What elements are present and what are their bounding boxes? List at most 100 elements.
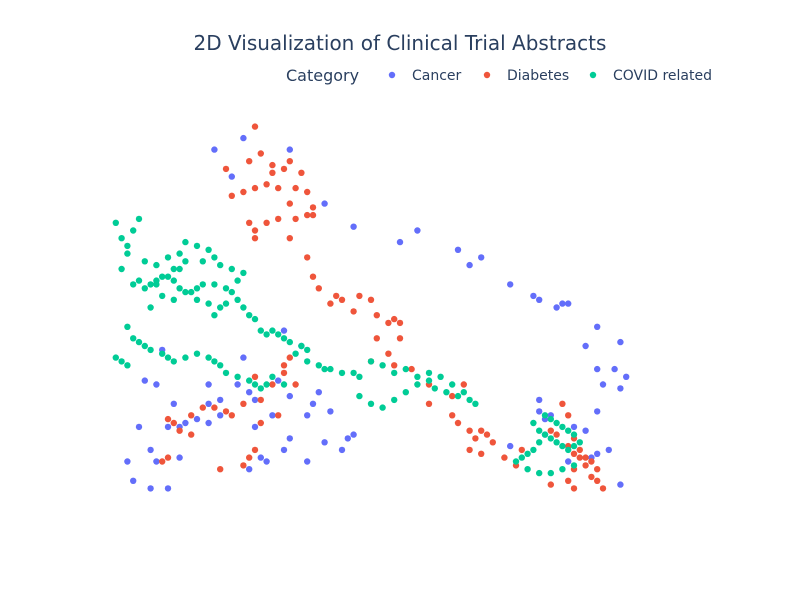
data-point — [315, 362, 322, 369]
data-point — [182, 288, 189, 296]
legend-label[interactable]: Cancer — [412, 68, 462, 84]
data-point — [553, 419, 560, 427]
data-point — [286, 146, 293, 153]
data-point — [246, 389, 253, 396]
data-point — [309, 273, 317, 280]
data-point — [280, 381, 288, 388]
legend-marker[interactable] — [388, 71, 396, 79]
data-point — [246, 312, 253, 319]
data-point — [124, 362, 131, 369]
data-point — [263, 181, 270, 188]
data-point — [304, 254, 311, 261]
data-point — [269, 327, 276, 334]
data-point — [536, 296, 543, 303]
data-point — [141, 342, 148, 350]
data-point — [234, 277, 241, 284]
data-point — [222, 408, 230, 415]
data-point — [292, 350, 299, 357]
data-point — [338, 446, 346, 454]
legend-label[interactable]: Diabetes — [507, 68, 569, 84]
data-point — [304, 412, 311, 419]
data-point — [280, 335, 288, 342]
data-point — [594, 466, 601, 473]
data-point — [338, 296, 346, 303]
data-point — [518, 454, 525, 461]
data-point — [176, 427, 183, 434]
data-point — [565, 412, 572, 419]
data-point — [333, 292, 340, 300]
data-point — [240, 354, 247, 361]
data-point — [164, 423, 172, 431]
data-point — [570, 431, 578, 438]
data-point — [153, 381, 160, 388]
data-point — [234, 296, 241, 303]
data-point — [356, 392, 363, 400]
data-point — [147, 281, 154, 288]
data-points — [112, 123, 630, 492]
data-point — [396, 335, 404, 342]
data-point — [240, 304, 247, 311]
data-point — [611, 365, 618, 373]
data-point — [199, 281, 206, 288]
data-point — [414, 373, 421, 380]
data-point — [402, 365, 409, 373]
data-point — [159, 292, 166, 300]
data-point — [350, 431, 357, 438]
data-point — [599, 381, 607, 388]
data-point — [176, 250, 183, 257]
data-point — [193, 415, 201, 423]
data-point — [373, 312, 380, 319]
data-point — [170, 277, 177, 284]
data-point — [559, 423, 566, 431]
data-point — [530, 446, 537, 454]
data-point — [507, 442, 514, 450]
data-point — [327, 408, 334, 415]
data-point — [205, 300, 212, 307]
data-point — [536, 439, 543, 446]
data-point — [379, 362, 386, 369]
data-point — [257, 327, 264, 334]
data-point — [321, 439, 328, 446]
data-point — [536, 396, 543, 404]
data-point — [176, 454, 183, 461]
data-point — [350, 369, 357, 377]
data-point — [617, 338, 624, 346]
data-point — [286, 338, 293, 346]
data-point — [205, 419, 212, 427]
data-point — [135, 338, 143, 346]
legend-label[interactable]: COVID related — [613, 68, 712, 84]
data-point — [228, 288, 235, 296]
data-point — [222, 369, 230, 377]
data-point — [193, 296, 201, 303]
data-point — [205, 400, 212, 407]
data-point — [240, 400, 247, 407]
data-point — [222, 165, 230, 173]
chart-title: 2D Visualization of Clinical Trial Abstr… — [194, 31, 607, 55]
data-point — [298, 342, 305, 350]
legend-marker[interactable] — [589, 71, 597, 79]
data-point — [205, 381, 212, 388]
data-point — [234, 381, 241, 388]
data-point — [292, 184, 299, 192]
legend-marker[interactable] — [483, 71, 491, 79]
data-point — [182, 354, 189, 361]
data-point — [391, 396, 398, 404]
data-point — [217, 362, 224, 369]
data-point — [217, 304, 224, 311]
data-point — [553, 439, 560, 446]
data-point — [570, 485, 578, 492]
data-point — [263, 381, 270, 388]
data-point — [327, 300, 334, 307]
data-point — [553, 304, 560, 311]
data-point — [124, 323, 131, 330]
data-point — [304, 211, 311, 219]
data-point — [576, 454, 583, 461]
data-point — [251, 423, 259, 431]
data-point — [478, 450, 485, 457]
data-point — [512, 458, 520, 465]
data-point — [199, 258, 206, 265]
data-point — [466, 446, 473, 454]
data-point — [431, 385, 438, 392]
data-point — [251, 123, 259, 130]
